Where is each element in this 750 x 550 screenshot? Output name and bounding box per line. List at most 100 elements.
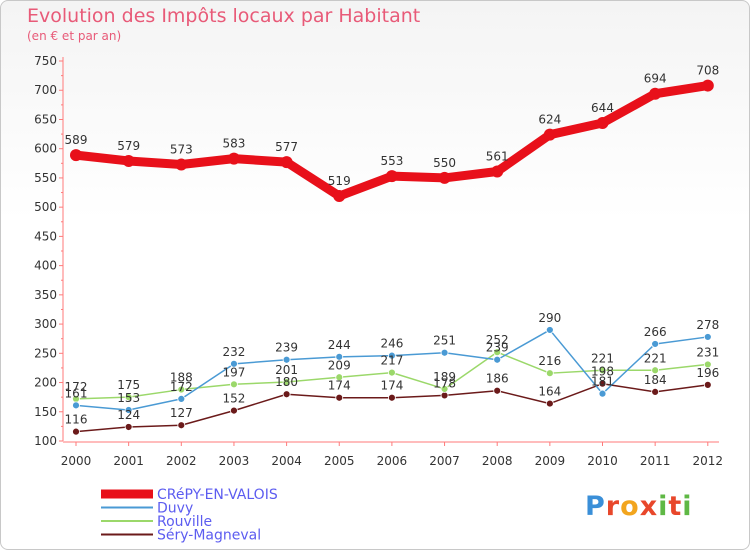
- data-label: 579: [117, 139, 140, 153]
- data-point: [387, 368, 396, 377]
- y-tick-label: 350: [34, 288, 57, 302]
- logo-letter: t: [668, 491, 683, 522]
- data-label: 252: [486, 333, 509, 347]
- data-point: [177, 421, 186, 430]
- data-label: 577: [275, 140, 298, 154]
- data-label: 221: [644, 351, 667, 365]
- data-label: 172: [65, 380, 88, 394]
- data-point: [440, 348, 449, 357]
- data-point: [493, 386, 502, 395]
- data-label: 266: [644, 325, 667, 339]
- data-point: [703, 380, 712, 389]
- x-tick-label: 2000: [61, 454, 92, 468]
- y-tick-label: 450: [34, 229, 57, 243]
- data-point: [703, 360, 712, 369]
- x-tick-label: 2012: [693, 454, 724, 468]
- data-label: 221: [591, 351, 614, 365]
- data-label: 124: [117, 408, 140, 422]
- x-tick-label: 2006: [377, 454, 408, 468]
- data-label: 196: [696, 366, 719, 380]
- data-label: 178: [433, 376, 456, 390]
- data-point: [70, 149, 82, 162]
- data-label: 209: [328, 358, 351, 372]
- data-label: 244: [328, 338, 351, 352]
- legend-label: CRéPY-EN-VALOIS: [157, 487, 278, 503]
- data-label: 644: [591, 101, 614, 115]
- data-label: 174: [380, 379, 403, 393]
- data-point: [493, 355, 502, 364]
- data-point: [598, 379, 607, 388]
- data-label: 201: [275, 363, 298, 377]
- data-point: [280, 156, 293, 169]
- data-label: 561: [486, 149, 509, 163]
- chart-subtitle: (en € et par an): [27, 29, 122, 43]
- x-tick-label: 2002: [166, 454, 197, 468]
- data-point: [651, 366, 660, 375]
- data-point: [649, 87, 662, 100]
- data-label: 519: [328, 174, 351, 188]
- logo-letter: r: [605, 491, 621, 522]
- data-point: [543, 128, 556, 141]
- data-label: 184: [644, 373, 667, 387]
- data-label: 239: [486, 341, 509, 355]
- x-tick-label: 2009: [535, 454, 566, 468]
- data-point: [596, 116, 609, 129]
- y-tick-label: 500: [34, 200, 57, 214]
- data-label: 624: [538, 113, 561, 127]
- data-label: 232: [222, 345, 245, 359]
- data-point: [598, 366, 607, 375]
- data-label: 239: [275, 341, 298, 355]
- data-label: 152: [222, 392, 245, 406]
- data-point: [545, 399, 554, 408]
- logo-letter: o: [620, 491, 640, 522]
- data-label: 217: [380, 354, 403, 368]
- data-point: [598, 389, 607, 398]
- data-point: [387, 351, 396, 360]
- data-point: [175, 158, 188, 171]
- data-point: [335, 352, 344, 361]
- y-tick-label: 200: [34, 376, 57, 390]
- x-tick-label: 2007: [429, 454, 460, 468]
- x-tick-label: 2010: [587, 454, 618, 468]
- data-point: [177, 395, 186, 403]
- data-label: 181: [591, 375, 614, 389]
- data-label: 153: [117, 391, 140, 405]
- logo-letter: i: [658, 491, 669, 522]
- chart-title: Evolution des Impôts locaux par Habitant: [27, 5, 421, 27]
- data-point: [177, 385, 186, 394]
- data-point: [651, 387, 660, 396]
- logo-letter: P: [585, 491, 606, 522]
- data-point: [122, 154, 135, 167]
- data-label: 164: [538, 385, 561, 399]
- data-point: [335, 373, 344, 382]
- data-label: 175: [117, 378, 140, 392]
- data-point: [545, 326, 554, 334]
- y-tick-label: 300: [34, 317, 57, 331]
- data-label: 573: [170, 142, 193, 156]
- legend-label: Duvy: [157, 501, 193, 517]
- data-point: [227, 152, 240, 165]
- data-label: 694: [644, 72, 667, 86]
- data-point: [282, 390, 291, 399]
- data-point: [230, 359, 238, 368]
- data-point: [72, 427, 80, 436]
- legend-label: Séry-Magneval: [157, 528, 261, 544]
- x-tick-label: 2003: [219, 454, 250, 468]
- data-point: [230, 380, 238, 389]
- data-label: 186: [486, 372, 509, 386]
- data-label: 290: [538, 311, 561, 325]
- data-point: [230, 406, 238, 415]
- y-tick-label: 600: [34, 142, 57, 156]
- logo-letter: x: [639, 491, 659, 522]
- data-point: [124, 393, 133, 402]
- data-point: [385, 170, 398, 183]
- x-tick-label: 2005: [324, 454, 355, 468]
- x-tick-label: 2008: [482, 454, 513, 468]
- data-point: [124, 406, 133, 414]
- data-point: [335, 393, 344, 402]
- x-tick-label: 2001: [113, 454, 144, 468]
- proxiti-logo: Proxiti: [585, 491, 693, 522]
- data-point: [124, 423, 133, 431]
- y-tick-label: 250: [34, 346, 57, 360]
